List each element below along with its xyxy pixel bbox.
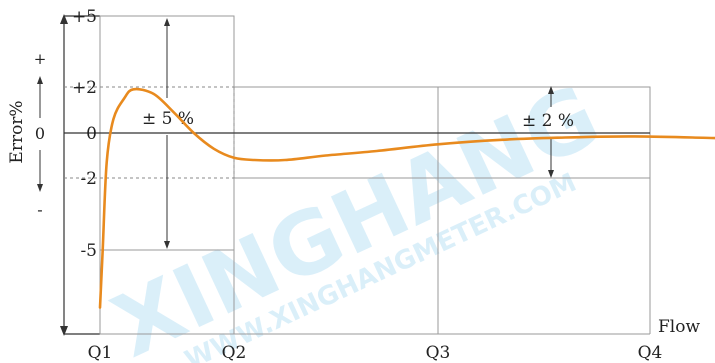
zone-frame-q2-q4-top — [234, 86, 651, 334]
x-tick-label: Q4 — [638, 343, 663, 363]
y-tick-label: -2 — [80, 169, 97, 189]
band-label-2pct: ± 2 % — [522, 111, 574, 131]
y-tick-label: 0 — [86, 124, 97, 144]
y-tick-label: +5 — [72, 7, 97, 27]
x-tick-label: Q1 — [88, 343, 113, 363]
tolerance-frames — [99, 15, 651, 335]
x-tick-label: Q3 — [426, 343, 451, 363]
x-axis-title: Flow — [658, 317, 700, 337]
sign-plus: + — [34, 50, 47, 68]
sign-zero: 0 — [35, 124, 45, 143]
y-tick-labels: +5 +2 0 -2 -5 — [72, 7, 97, 261]
band-label-5pct: ± 5 % — [142, 109, 194, 129]
y-axis-arrows — [60, 14, 100, 336]
y-axis-title: Error% — [7, 100, 27, 163]
sign-indicator — [37, 76, 43, 192]
sign-minus: - — [37, 200, 42, 219]
error-curve-series — [98, 87, 715, 309]
x-tick-label: Q2 — [222, 343, 247, 363]
x-tick-labels: Q1 Q2 Q3 Q4 — [88, 343, 663, 363]
band-arrow-5pct — [164, 18, 170, 249]
band-arrow-2pct — [548, 86, 554, 178]
y-tick-label: +2 — [72, 78, 97, 98]
y-tick-label: -5 — [80, 241, 97, 261]
tolerance-dash-lines — [64, 86, 235, 179]
